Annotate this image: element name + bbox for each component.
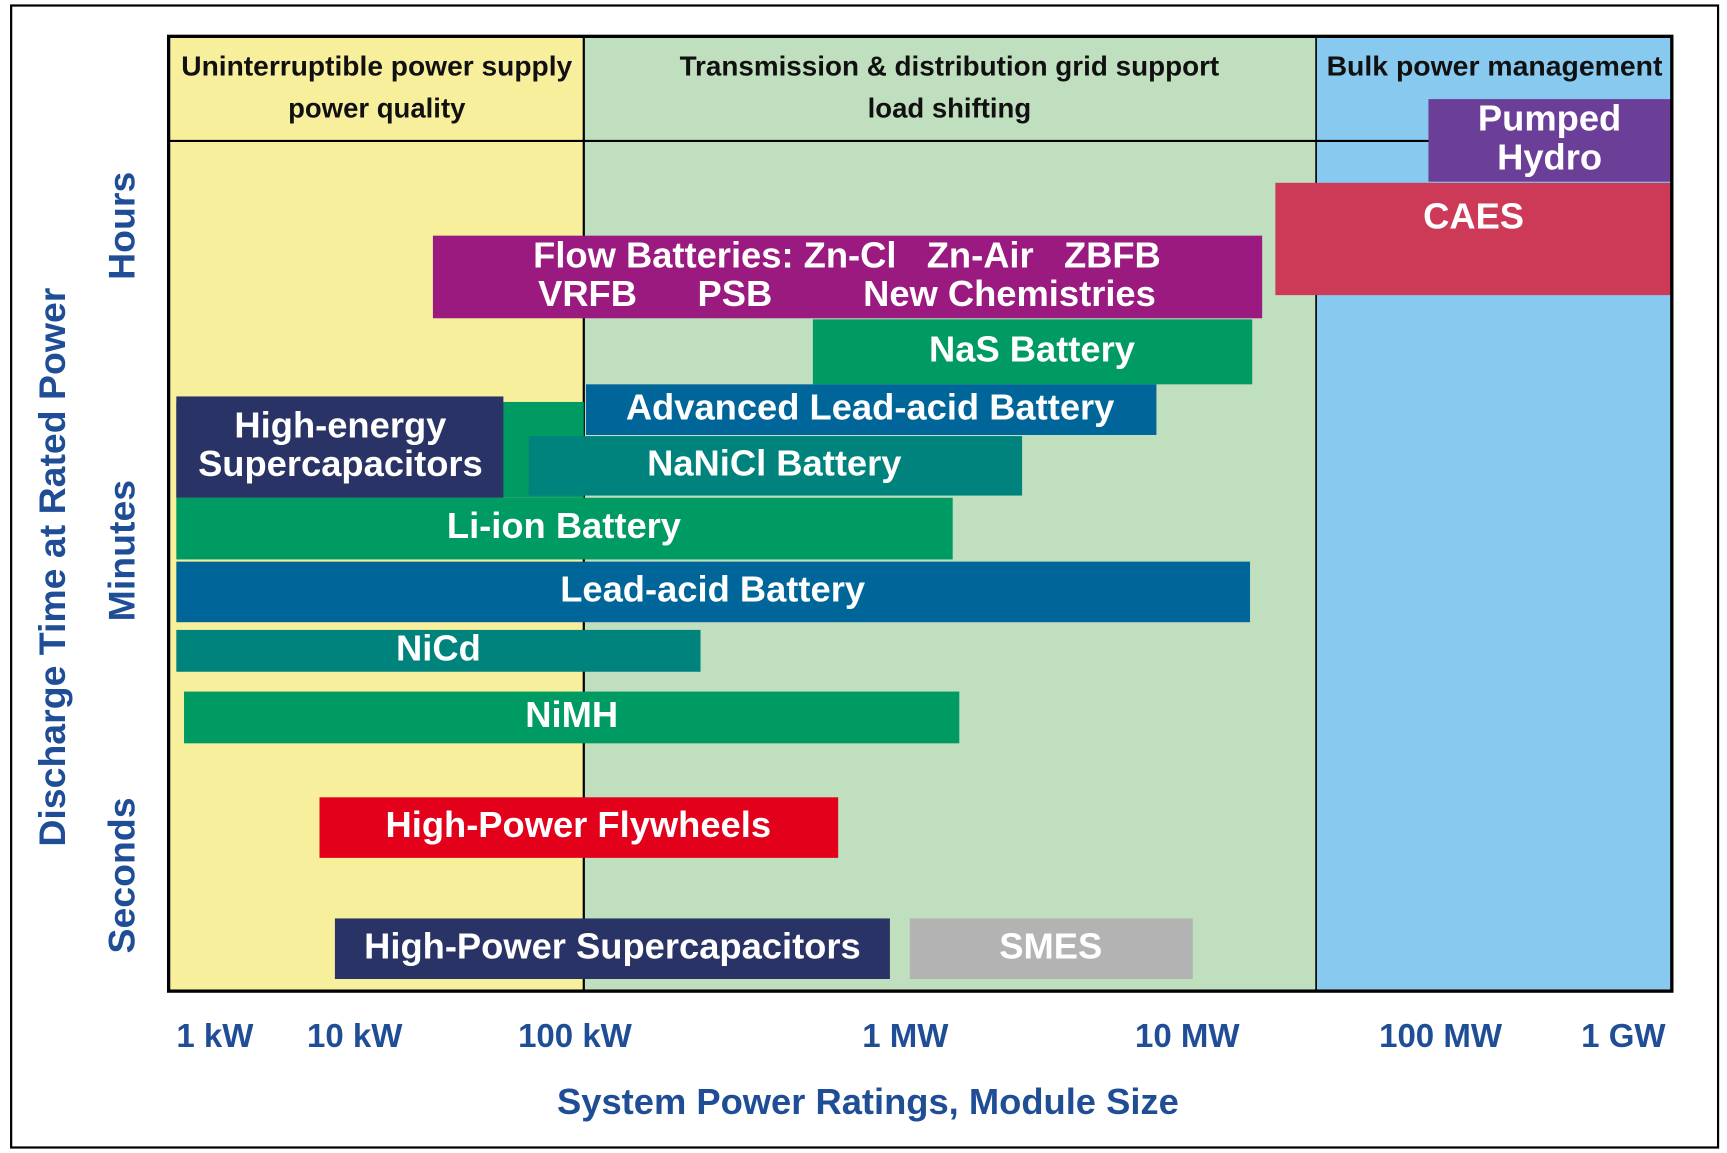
technology-bar [812,319,1253,385]
technology-label: SMES [999,925,1102,966]
region-header: Transmission & distribution grid support [680,51,1220,82]
region-header: Bulk power management [1327,51,1663,82]
technology-bar [1428,99,1672,182]
technology-label: Supercapacitors [198,443,483,484]
x-label: 1 MW [862,1017,949,1054]
technology-label: Advanced Lead-acid Battery [626,386,1115,427]
x-label: 1 GW [1581,1017,1666,1054]
technology-label: NaNiCl Battery [647,442,902,483]
technology-label: Pumped [1478,98,1621,139]
technology-label: VRFB PSB New Chemistries [538,273,1156,314]
region-header: Uninterruptible power supply [181,51,573,82]
y-label: Seconds [100,797,142,953]
technology-label: High-Power Supercapacitors [364,925,861,966]
technology-bar [909,918,1193,980]
x-label: 1 kW [176,1017,254,1054]
technology-bar [176,396,504,498]
technology-bar [176,561,1251,623]
technology-label: Flow Batteries: Zn-Cl Zn-Air ZBFB [533,234,1161,275]
technology-label: High-energy [234,404,447,445]
technology-label: Li-ion Battery [447,505,682,546]
technology-label: CAES [1423,196,1524,237]
technology-bar [319,797,839,858]
region-header: power quality [288,92,466,123]
technology-label: NiCd [396,627,481,668]
frame [10,4,1720,1149]
technology-bar [184,691,960,744]
technology-bar [585,384,1157,435]
x-label: 100 MW [1379,1017,1503,1054]
technology-bar [432,235,1263,319]
technology-label: High-Power Flywheels [385,804,771,845]
y-label: Hours [100,172,142,280]
technology-bar [176,497,953,560]
y-label: Minutes [100,480,142,621]
region-header: load shifting [868,92,1032,123]
plot-border [166,34,1674,993]
technology-bar [1275,182,1672,296]
technology-label: NaS Battery [929,328,1136,369]
technology-bar [334,918,890,980]
technology-label: NiMH [525,694,618,735]
technology-label: Lead-acid Battery [560,569,866,610]
x-label: 100 kW [518,1017,633,1054]
x-label: 10 MW [1135,1017,1240,1054]
y-axis-title: Discharge Time at Rated Power [31,288,73,847]
x-label: 10 kW [307,1017,403,1054]
x-axis-title: System Power Ratings, Module Size [557,1081,1179,1122]
technology-bar [528,436,1023,496]
technology-label: Hydro [1497,136,1602,177]
technology-bar [176,629,701,672]
